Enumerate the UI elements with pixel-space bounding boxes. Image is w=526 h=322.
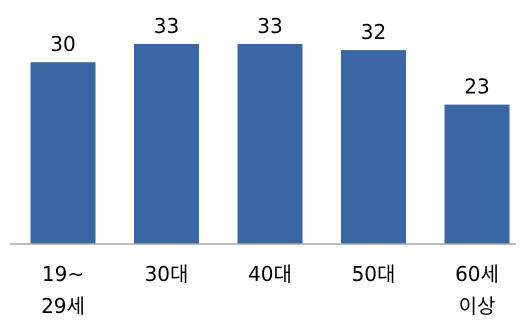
bar-4 — [444, 104, 510, 244]
data-label-2: 33 — [257, 14, 282, 38]
tick-label-4-line-0: 60세 — [455, 262, 499, 286]
tick-label-2-line-0: 40대 — [248, 262, 292, 286]
tick-label-3-line-0: 50대 — [352, 262, 396, 286]
bars-layer — [30, 44, 510, 245]
bar-2 — [237, 44, 303, 244]
data-label-1: 33 — [154, 14, 179, 38]
data-label-4: 23 — [464, 75, 489, 99]
bar-3 — [341, 50, 406, 244]
tick-label-1-line-0: 30대 — [145, 262, 189, 286]
tick-label-0-line-0: 19~ — [42, 262, 84, 286]
tick-label-0-line-1: 29세 — [41, 294, 85, 318]
data-labels-layer: 30 33 33 32 23 — [50, 14, 489, 99]
tick-label-4-line-1: 이상 — [459, 294, 496, 318]
data-label-3: 32 — [361, 20, 386, 44]
bar-0 — [30, 62, 96, 245]
bar-1 — [134, 44, 199, 244]
data-label-0: 30 — [50, 32, 75, 56]
